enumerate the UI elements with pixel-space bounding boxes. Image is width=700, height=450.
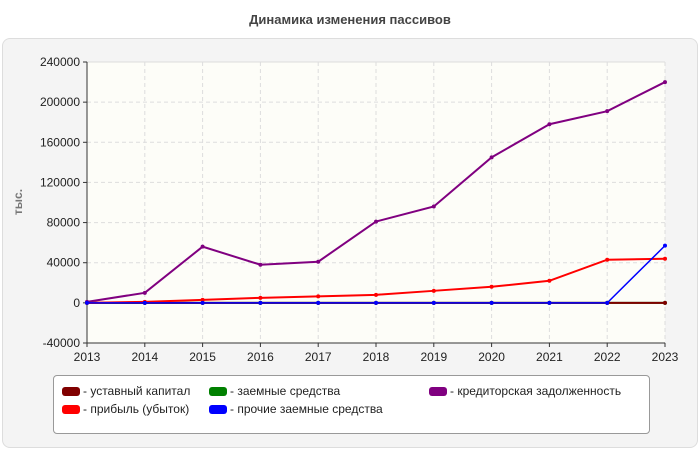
data-point (142, 290, 147, 295)
legend-label: - уставный капитал (83, 384, 191, 398)
y-tick-label: 200000 (40, 95, 80, 109)
y-tick-label: 240000 (40, 55, 80, 69)
x-tick-label: 2023 (652, 350, 679, 364)
legend-label: - заемные средства (230, 384, 341, 398)
data-point (316, 294, 321, 299)
x-tick-label: 2015 (189, 350, 216, 364)
data-point (316, 300, 321, 305)
legend-swatch (429, 387, 447, 396)
legend-label: - прибыль (убыток) (83, 402, 190, 416)
legend-swatch (62, 387, 80, 396)
y-tick-label: 160000 (40, 135, 80, 149)
y-tick-label: 80000 (47, 216, 81, 230)
data-point (489, 300, 494, 305)
data-point (316, 259, 321, 264)
data-point (374, 300, 378, 305)
data-point (663, 243, 667, 248)
x-tick-label: 2019 (420, 350, 447, 364)
x-tick-label: 2017 (305, 350, 332, 364)
x-tick-label: 2013 (74, 350, 101, 364)
data-point (374, 219, 378, 224)
x-tick-label: 2022 (594, 350, 621, 364)
data-point (200, 297, 205, 302)
data-point (663, 80, 667, 85)
y-tick-label: -40000 (43, 336, 81, 350)
data-point (431, 300, 436, 305)
data-point (374, 292, 378, 297)
x-tick-label: 2021 (536, 350, 563, 364)
legend-swatch (209, 405, 227, 414)
data-point (605, 109, 610, 114)
data-point (142, 300, 147, 305)
legend-swatch (62, 405, 80, 414)
legend-item: - прибыль (убыток) (62, 402, 189, 416)
y-tick-label: 0 (73, 296, 80, 310)
data-point (547, 278, 552, 283)
legend-label: - кредиторская задолженность (450, 384, 622, 398)
y-tick-label: 40000 (47, 256, 81, 270)
data-point (663, 256, 667, 261)
data-point (547, 300, 552, 305)
legend-item: - заемные средства (209, 384, 340, 398)
legend-swatch (209, 387, 227, 396)
x-tick-label: 2014 (131, 350, 158, 364)
y-tick-label: 120000 (40, 175, 80, 189)
x-tick-label: 2018 (363, 350, 390, 364)
data-point (489, 155, 494, 160)
legend-item: - уставный капитал (62, 384, 190, 398)
data-point (431, 204, 436, 209)
data-point (200, 244, 205, 249)
data-point (258, 295, 263, 300)
legend: - уставный капитал - прибыль (убыток) - за… (53, 375, 650, 434)
data-point (85, 300, 89, 305)
y-axis-label: тыс. (11, 189, 25, 215)
data-point (489, 284, 494, 289)
data-point (200, 300, 205, 305)
data-point (605, 257, 610, 262)
data-point (431, 288, 436, 293)
data-point (547, 122, 552, 127)
data-point (663, 300, 667, 305)
x-tick-label: 2020 (478, 350, 505, 364)
legend-item: - кредиторская задолженность (429, 384, 621, 398)
legend-item: - прочие заемные средства (209, 402, 383, 416)
legend-label: - прочие заемные средства (230, 402, 383, 416)
data-point (258, 300, 263, 305)
data-point (605, 300, 610, 305)
data-point (258, 262, 263, 267)
chart-title: Динамика изменения пассивов (249, 12, 451, 27)
x-tick-label: 2016 (247, 350, 274, 364)
